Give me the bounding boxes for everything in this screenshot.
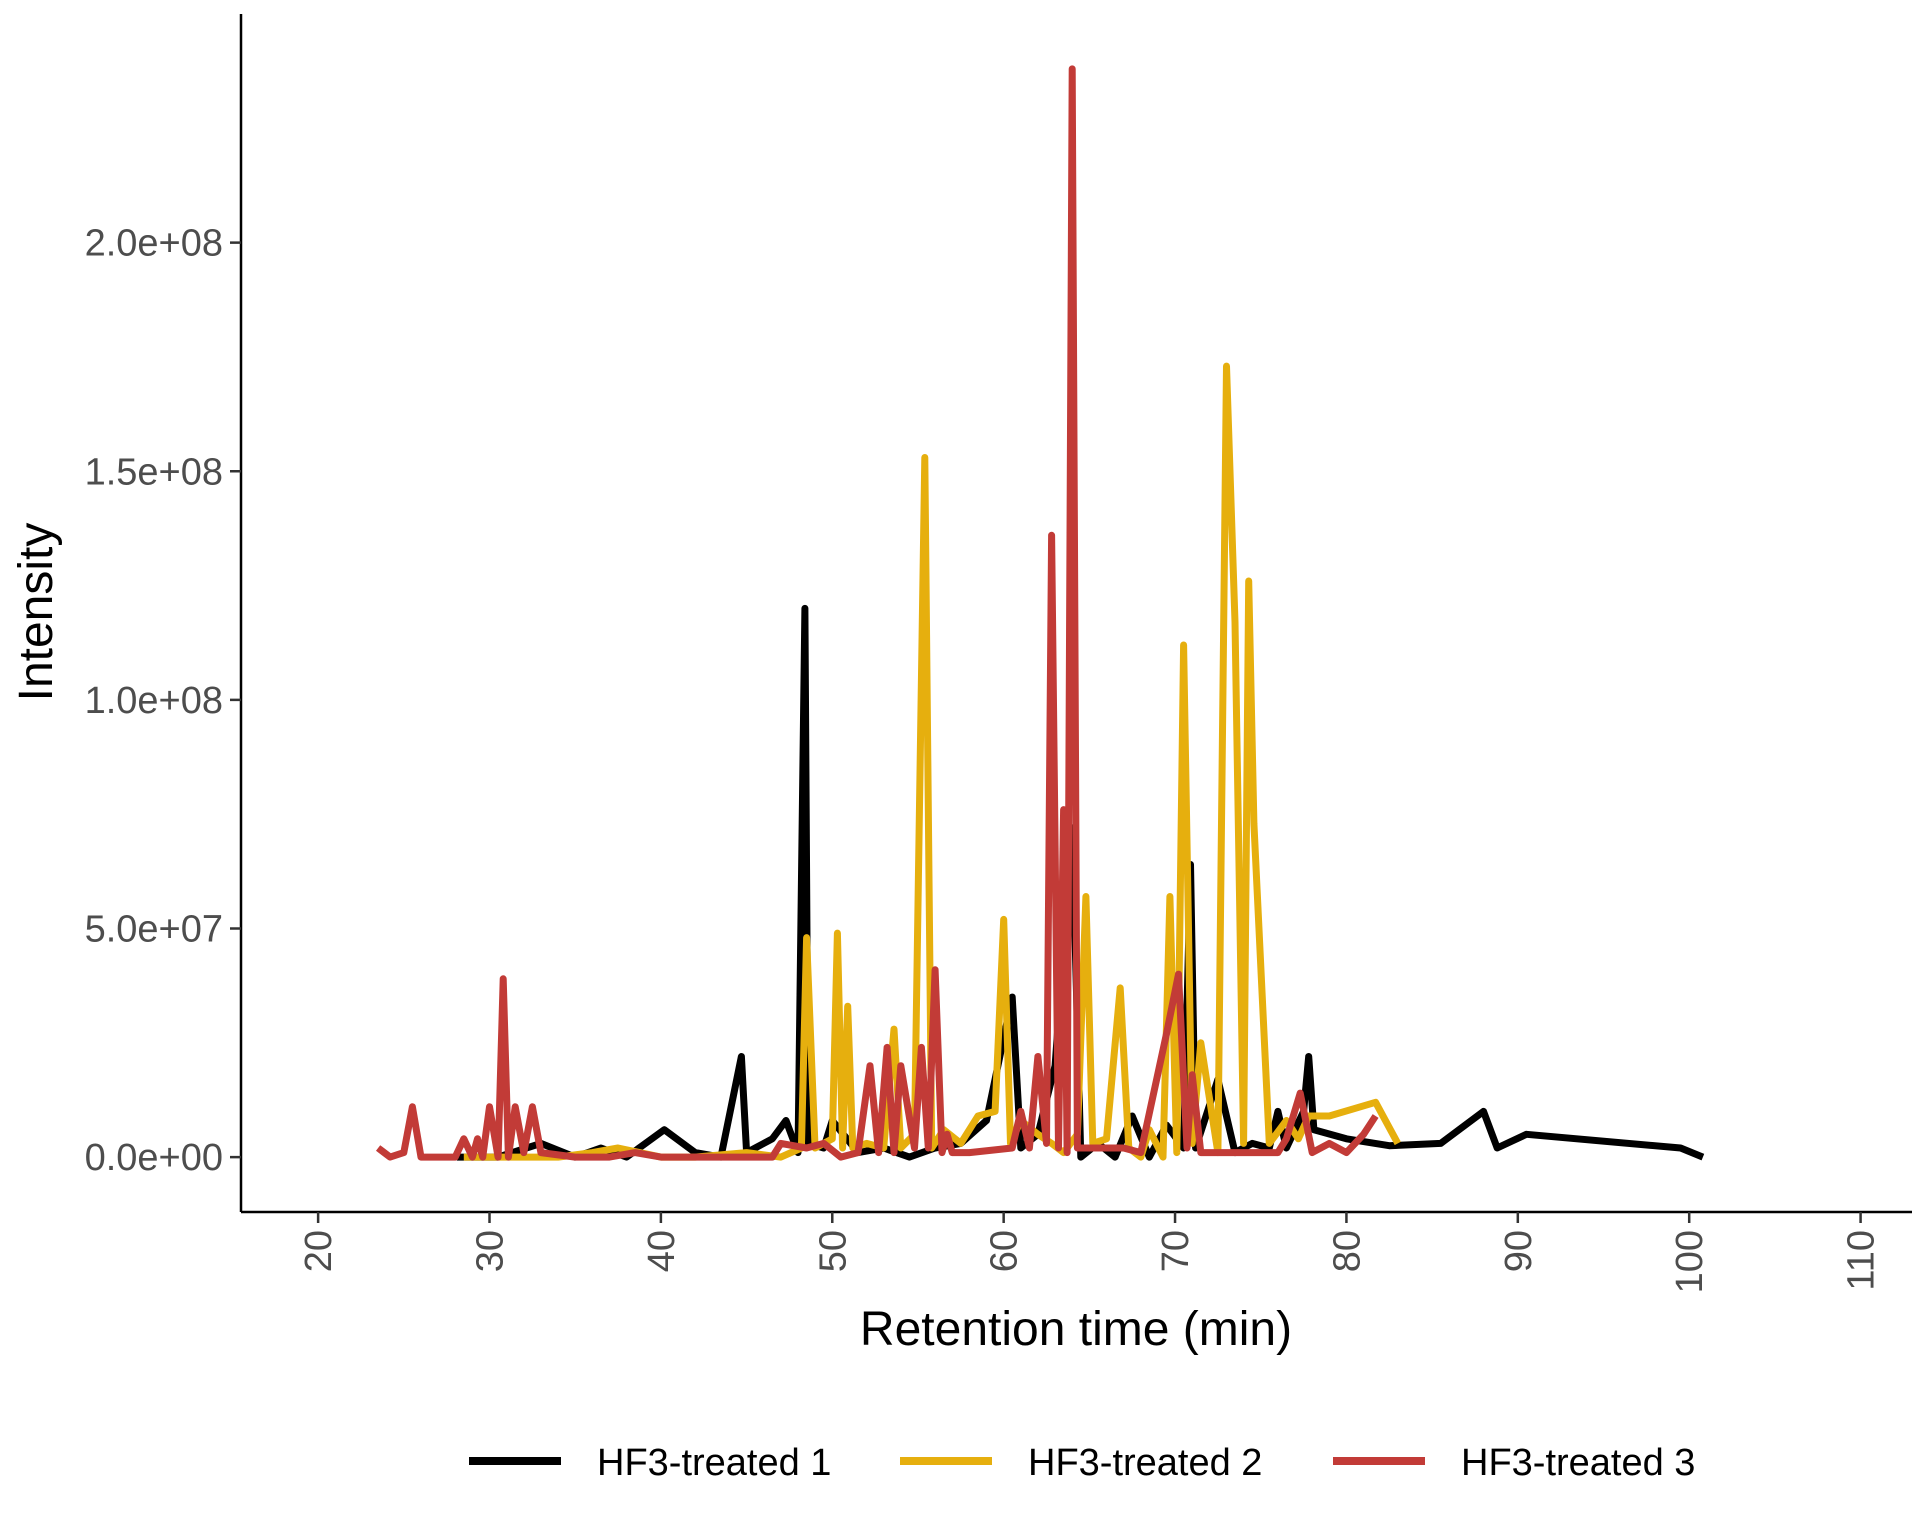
legend-label-2: HF3-treated 2: [1028, 1442, 1262, 1484]
y-ticks: 0.0e+00 5.0e+07 1.0e+08 1.5e+08 2.0e+08: [85, 223, 241, 1179]
y-tick-label: 5.0e+07: [85, 909, 223, 951]
legend-label-1: HF3-treated 1: [597, 1442, 831, 1484]
x-tick-label: 60: [984, 1230, 1026, 1272]
x-tick-label: 40: [641, 1230, 683, 1272]
y-tick-label: 1.0e+08: [85, 680, 223, 722]
x-tick-label: 70: [1155, 1230, 1197, 1272]
legend-label-3: HF3-treated 3: [1461, 1442, 1695, 1484]
x-tick-label: 50: [812, 1230, 854, 1272]
y-axis-title: Intensity: [10, 523, 63, 702]
x-tick-label: 80: [1326, 1230, 1368, 1272]
x-tick-label: 100: [1669, 1230, 1711, 1293]
x-tick-label: 90: [1498, 1230, 1540, 1272]
y-tick-label: 0.0e+00: [85, 1137, 223, 1179]
series-lines: [375, 65, 1705, 1161]
series-line-3: [375, 65, 1379, 1161]
y-tick-label: 2.0e+08: [85, 223, 223, 265]
y-tick-label: 1.5e+08: [85, 451, 223, 493]
x-axis-title: Retention time (min): [860, 1303, 1292, 1356]
x-tick-label: 20: [298, 1230, 340, 1272]
x-tick-label: 30: [470, 1230, 512, 1272]
legend: HF3-treated 1 HF3-treated 2 HF3-treated 3: [469, 1442, 1695, 1484]
x-ticks: 20 30 40 50 60 70 80 90 100 110: [298, 1212, 1883, 1293]
x-tick-label: 110: [1841, 1230, 1883, 1291]
